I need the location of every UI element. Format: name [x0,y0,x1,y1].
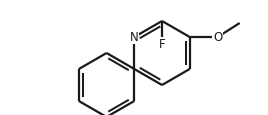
Text: N: N [130,31,139,44]
Text: F: F [159,38,165,51]
Text: O: O [213,31,222,44]
